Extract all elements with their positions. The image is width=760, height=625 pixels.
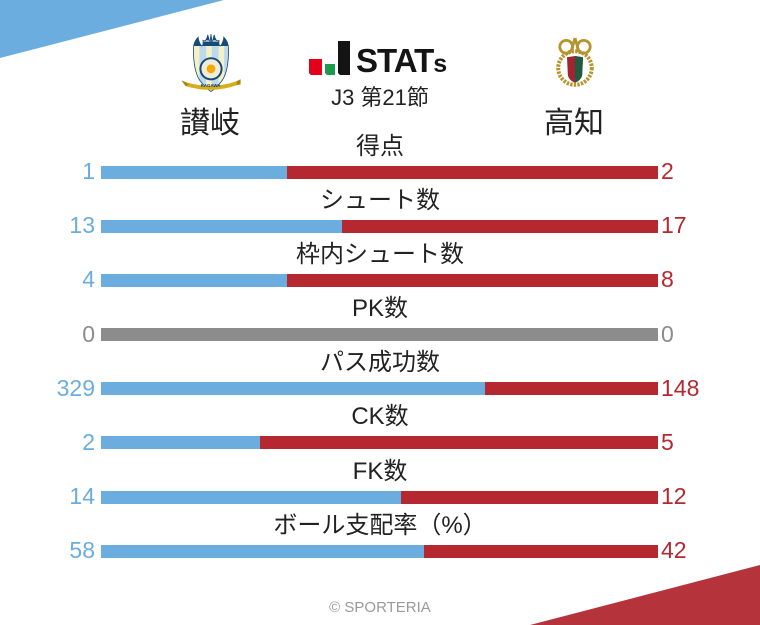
svg-text:STATs: STATs — [356, 42, 446, 79]
svg-text:KAGAWA: KAGAWA — [201, 83, 222, 88]
